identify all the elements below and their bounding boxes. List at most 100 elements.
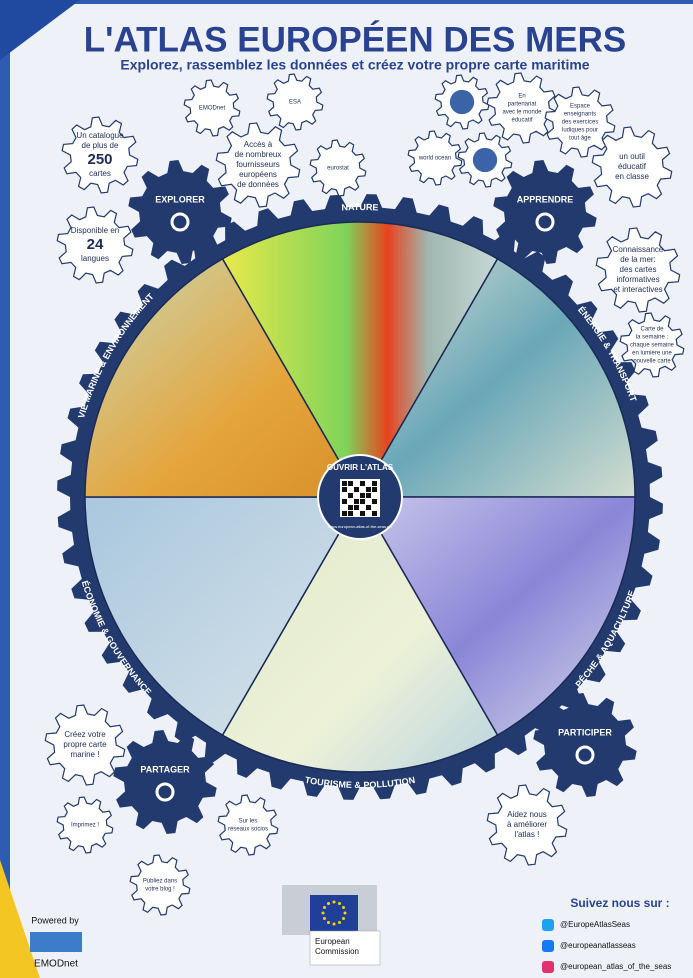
sector-label-path: NATURE [341, 202, 378, 213]
info-text: Un catalogue [76, 131, 124, 140]
qr-cell [360, 481, 365, 486]
info-text: 250 [87, 151, 112, 168]
action-label: PARTICIPER [558, 727, 612, 737]
qr-cell [342, 499, 347, 504]
qr-cell [372, 499, 377, 504]
action-label: APPRENDRE [517, 194, 574, 204]
info-gear [56, 796, 114, 854]
action-icon [535, 212, 555, 232]
info-text: de la mer: [620, 255, 656, 264]
eu-star [343, 911, 347, 915]
action-gear[interactable] [533, 693, 637, 797]
eu-star [321, 911, 325, 915]
info-text: Imprimez ! [71, 823, 99, 829]
ec-label: European [315, 937, 350, 946]
info-text: et interactives [613, 285, 662, 294]
qr-cell [360, 493, 365, 498]
info-gear [486, 72, 558, 144]
info-text: Créez votre [64, 730, 106, 739]
info-text: informatives [616, 275, 659, 284]
ec-box [309, 930, 381, 966]
powered-by: Powered by [31, 915, 79, 925]
eu-star [342, 917, 346, 920]
eu-star [338, 901, 341, 905]
info-text: enseignants [564, 112, 596, 118]
info-gear [309, 139, 367, 197]
info-text: de plus de [82, 141, 119, 150]
info-text: Aidez nous [507, 810, 547, 819]
info-gear [215, 122, 301, 208]
info-text: l'atlas ! [515, 830, 540, 839]
qr-cell [366, 487, 371, 492]
info-text: avec le monde [502, 110, 542, 116]
info-text: Sur les [239, 819, 258, 825]
qr-cell [354, 487, 359, 492]
info-text: la semaine : [636, 335, 669, 341]
center-title: OUVRIR L'ATLAS [327, 463, 394, 472]
corner [0, 0, 80, 60]
qr-cell [360, 511, 365, 516]
info-text: ludiques pour [562, 128, 598, 134]
info-text: En [518, 94, 525, 100]
info-text: en lumière une [632, 351, 672, 357]
info-gear [591, 126, 673, 208]
social-handle: @europeanatlasseas [560, 941, 636, 950]
eu-star [327, 921, 330, 925]
info-text: nouvelle carte [633, 359, 671, 365]
info-text: EMODnet [199, 106, 226, 112]
info-text: tout âge [569, 136, 591, 142]
info-text: ESA [289, 100, 301, 106]
info-text: votre blog ! [145, 887, 175, 893]
action-gear[interactable] [113, 730, 217, 834]
sector-label: NATURE [341, 202, 378, 213]
info-text: à améliorer [507, 820, 547, 829]
info-gear [407, 130, 463, 186]
eu-star [322, 906, 326, 909]
info-gear [129, 854, 191, 916]
info-text: 24 [87, 236, 104, 253]
info-text: européens [239, 170, 277, 179]
qr-cell [348, 493, 353, 498]
info-text: cartes [89, 169, 111, 178]
info-gear [61, 116, 139, 194]
info-gear [217, 794, 279, 856]
info-gear [486, 784, 568, 866]
qr-cell [348, 481, 353, 486]
info-gear [619, 312, 685, 378]
qr-cell [372, 487, 377, 492]
title: L'ATLAS EUROPÉEN DES MERS [84, 19, 626, 59]
info-text: un outil [619, 152, 645, 161]
info-text: des cartes [620, 265, 657, 274]
qr-cell [360, 499, 365, 504]
eu-star [322, 917, 326, 920]
info-text: Connaissance [613, 245, 664, 254]
info-text: Publiez dans [143, 879, 177, 885]
action-icon [155, 782, 175, 802]
action-icon [575, 745, 595, 765]
info-text: fournisseurs [236, 160, 280, 169]
social-handle: @european_atlas_of_the_seas [560, 962, 671, 971]
qr-cell [354, 505, 359, 510]
action-gear[interactable] [128, 160, 232, 264]
action-label: EXPLORER [155, 194, 205, 204]
qr-cell [348, 505, 353, 510]
qr-cell [342, 487, 347, 492]
action-gear[interactable] [493, 160, 597, 264]
emodnet-logo [30, 932, 82, 952]
social-handle: @EuropeAtlasSeas [560, 920, 630, 929]
info-text: éducatif [511, 118, 532, 124]
map-sector [221, 221, 499, 499]
info-text: world ocean [418, 156, 451, 162]
qr-cell [372, 511, 377, 516]
info-gear [56, 206, 134, 284]
social-icon [542, 961, 554, 973]
center-url: www.european-atlas-of-the-seas.eu [328, 524, 391, 529]
qr-cell [366, 493, 371, 498]
info-gear [183, 79, 241, 137]
map-sector [358, 496, 636, 737]
eu-star [332, 922, 336, 926]
social-icon [542, 940, 554, 952]
info-text: des exercices [562, 120, 599, 126]
